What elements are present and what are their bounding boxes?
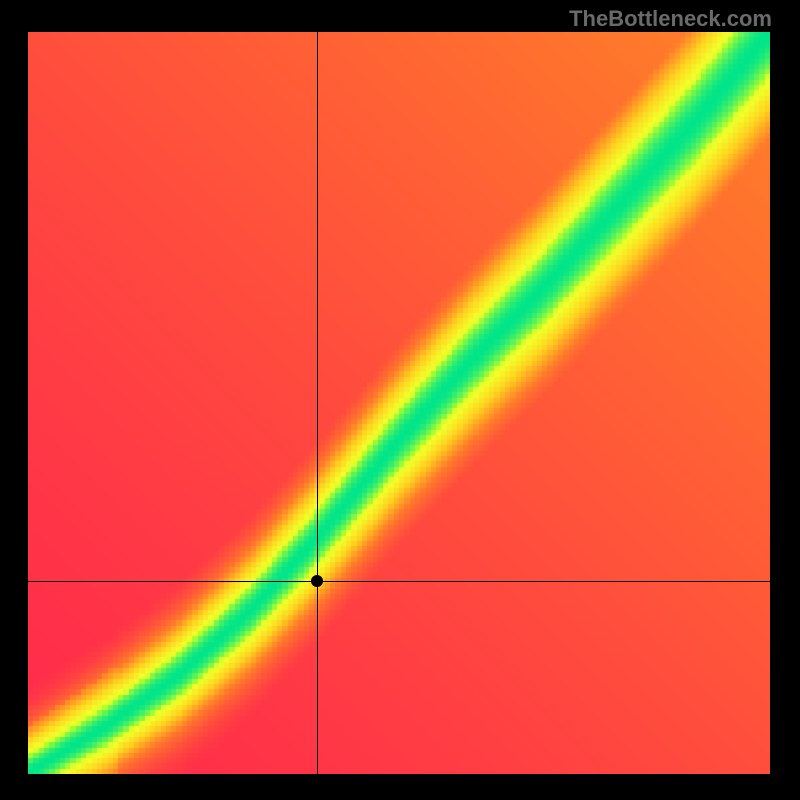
crosshair-horizontal xyxy=(28,581,770,582)
watermark-text: TheBottleneck.com xyxy=(569,6,772,32)
crosshair-vertical xyxy=(317,32,318,774)
heatmap-plot-area xyxy=(28,32,770,774)
heatmap-canvas xyxy=(28,32,770,774)
chart-container: TheBottleneck.com xyxy=(0,0,800,800)
marker-dot xyxy=(311,575,323,587)
